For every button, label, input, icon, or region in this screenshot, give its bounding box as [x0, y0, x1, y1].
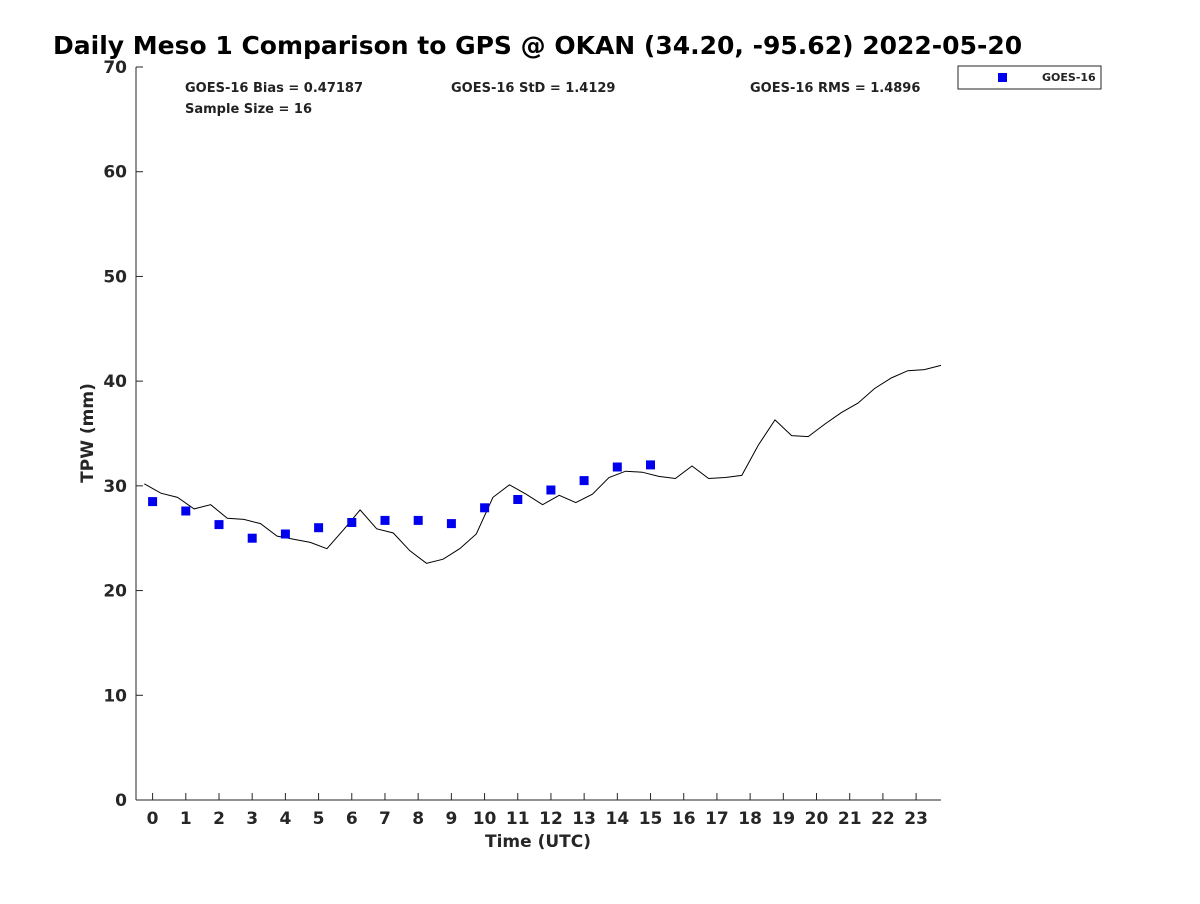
stats-annotations: GOES-16 Bias = 0.47187 GOES-16 StD = 1.4…	[185, 81, 920, 117]
y-tick-label: 60	[103, 163, 127, 183]
legend-label-goes16: GOES-16	[1042, 71, 1096, 84]
x-tick-label: 21	[838, 809, 862, 829]
legend: GOES-16	[957, 65, 1102, 90]
goes16-point	[646, 460, 655, 470]
y-ticks: 0 10 20 30 40 50 60 70	[103, 58, 143, 811]
goes16-point	[181, 506, 191, 516]
gps-tpw-line	[144, 364, 942, 564]
goes16-point	[148, 497, 158, 507]
x-tick-label: 19	[771, 809, 795, 829]
x-tick-label: 15	[639, 809, 663, 829]
x-tick-label: 18	[738, 809, 762, 829]
x-tick-label: 8	[412, 809, 424, 829]
goes16-point	[480, 503, 490, 513]
y-tick-label: 40	[103, 372, 127, 392]
rms-stat: GOES-16 RMS = 1.4896	[750, 81, 920, 96]
y-tick-label: 30	[103, 477, 127, 497]
sample-size-stat: Sample Size = 16	[185, 102, 312, 117]
y-tick-label: 20	[103, 582, 127, 602]
x-tick-label: 16	[672, 809, 696, 829]
goes16-point	[513, 495, 523, 504]
y-tick-label: 0	[115, 791, 127, 811]
x-tick-label: 11	[506, 809, 530, 829]
x-tick-label: 4	[279, 809, 291, 829]
goes16-point	[413, 515, 423, 525]
std-stat: GOES-16 StD = 1.4129	[451, 81, 615, 96]
x-tick-label: 17	[705, 809, 729, 829]
goes16-point	[546, 485, 556, 495]
y-tick-label: 50	[103, 267, 127, 287]
goes16-point	[579, 476, 589, 486]
x-tick-label: 20	[805, 809, 829, 829]
x-tick-label: 7	[379, 809, 391, 829]
goes16-point	[446, 519, 456, 529]
x-ticks: 0 1 2 3 4 5 6 7 8 9 10 11 12 13 14 15 16 17 18 19 20 21 22 23	[147, 793, 928, 829]
x-tick-label: 10	[473, 809, 497, 829]
goes16-point	[380, 515, 390, 525]
y-tick-label: 10	[103, 686, 127, 706]
x-tick-label: 13	[572, 809, 596, 829]
chart-title: Daily Meso 1 Comparison to GPS @ OKAN (3…	[53, 31, 1022, 60]
goes16-point	[314, 523, 324, 533]
series-layer	[144, 364, 942, 564]
x-tick-label: 6	[346, 809, 358, 829]
x-axis-label: Time (UTC)	[485, 832, 591, 852]
goes16-point	[280, 529, 290, 539]
x-tick-label: 22	[871, 809, 895, 829]
goes16-point	[214, 520, 224, 530]
x-tick-label: 3	[246, 809, 258, 829]
legend-marker-goes16	[998, 73, 1007, 82]
x-tick-label: 12	[539, 809, 563, 829]
x-tick-label: 1	[180, 809, 192, 829]
y-tick-label: 70	[103, 58, 127, 78]
x-tick-label: 5	[313, 809, 325, 829]
y-axis-label: TPW (mm)	[78, 383, 98, 483]
x-tick-label: 14	[606, 809, 630, 829]
legend-box	[957, 65, 1102, 90]
bias-stat: GOES-16 Bias = 0.47187	[185, 81, 363, 96]
x-tick-label: 9	[445, 809, 457, 829]
x-tick-label: 23	[904, 809, 928, 829]
x-tick-label: 0	[147, 809, 159, 829]
goes16-point	[612, 462, 622, 472]
goes16-point	[247, 533, 257, 543]
goes16-point	[347, 518, 357, 527]
x-tick-label: 2	[213, 809, 225, 829]
